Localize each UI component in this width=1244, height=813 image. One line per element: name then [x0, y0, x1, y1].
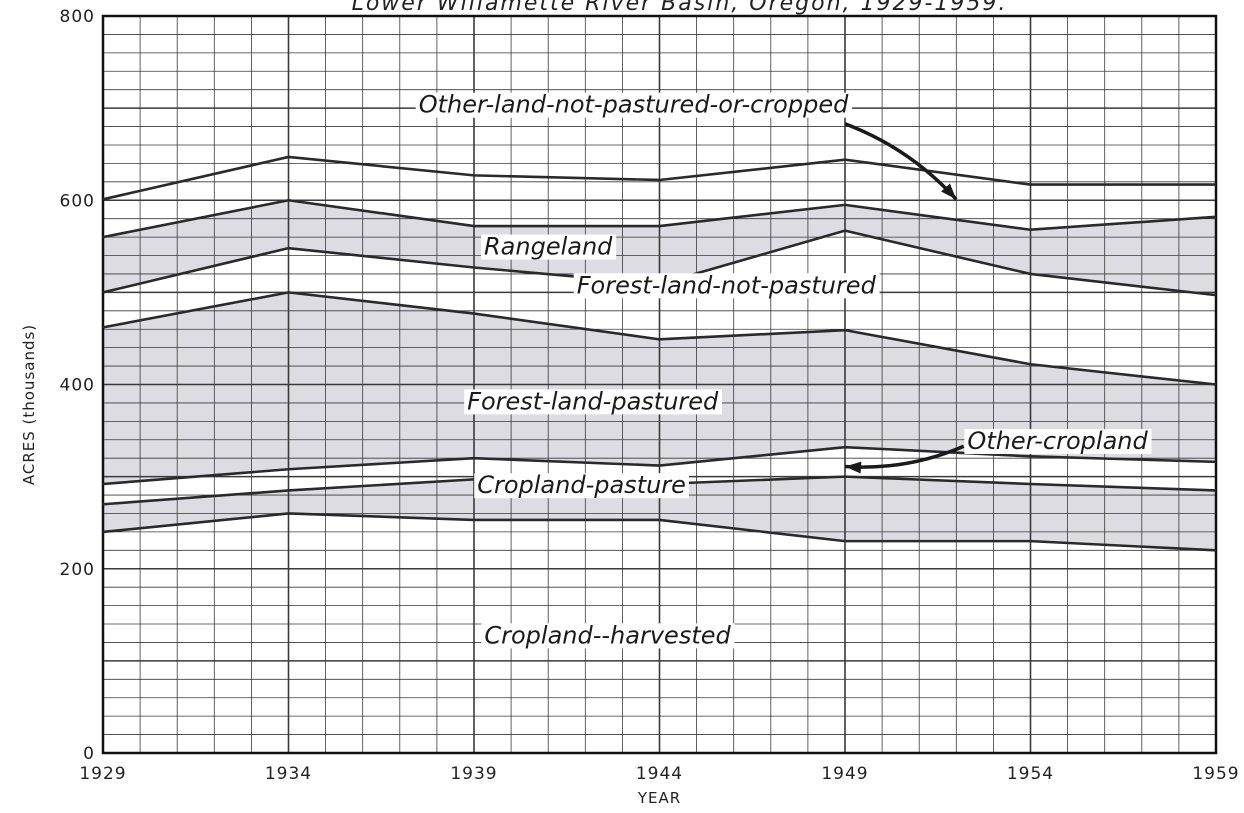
- y-tick-label: 200: [60, 560, 95, 580]
- area-label: Cropland-pasture: [477, 471, 686, 499]
- x-tick-label: 1934: [265, 764, 312, 784]
- annotation-arrows: [844, 122, 965, 474]
- boundary-line: [102, 198, 1217, 239]
- x-tick-label: 1954: [1007, 764, 1054, 784]
- area-label-bg: [474, 473, 689, 499]
- area-label: Cropland--harvested: [484, 621, 731, 649]
- y-tick-label: 800: [60, 7, 95, 27]
- area-label: Other-land-not-pastured-or-cropped: [419, 91, 849, 119]
- area-label-bg: [480, 234, 617, 260]
- area-label-bg: [464, 389, 723, 415]
- boundary-lines: [102, 155, 1217, 552]
- x-axis-label: YEAR: [637, 789, 681, 807]
- y-tick-label: 400: [60, 376, 95, 396]
- annotation-arrow: [844, 444, 965, 474]
- chart-title: Lower Willamette River Basin, Oregon, 19…: [352, 0, 1008, 16]
- annotation-arrow: [844, 122, 958, 201]
- x-tick-label: 1959: [1192, 764, 1239, 784]
- area-label-bg: [964, 428, 1152, 454]
- area-label: Forest-land-pastured: [467, 387, 719, 415]
- y-tick-labels: 0 200 400 600 800: [60, 7, 95, 764]
- area-label-bg: [573, 273, 880, 299]
- y-axis-label: ACRES (thousands): [20, 324, 38, 485]
- boundary-line: [102, 155, 1216, 201]
- area-label: Forest-land-not-pastured: [577, 271, 877, 299]
- y-tick-label: 0: [83, 744, 95, 764]
- y-tick-label: 600: [60, 191, 95, 211]
- boundary-line: [102, 291, 1217, 386]
- x-tick-label: 1944: [636, 764, 683, 784]
- x-tick-label: 1929: [79, 764, 126, 784]
- area-labels: Other-land-not-pastured-or-cropped Rangel…: [415, 91, 1152, 649]
- area-label-bg: [415, 92, 853, 118]
- x-tick-label: 1939: [450, 764, 497, 784]
- x-tick-label: 1949: [821, 764, 868, 784]
- boundary-line: [102, 445, 1217, 486]
- boundary-line: [102, 512, 1217, 552]
- area-label-bg: [481, 623, 735, 649]
- x-tick-labels: 1929 1934 1939 1944 1949 1954 1959: [79, 764, 1239, 784]
- area-label: Rangeland: [484, 233, 613, 261]
- area-label: Other-cropland: [967, 427, 1148, 455]
